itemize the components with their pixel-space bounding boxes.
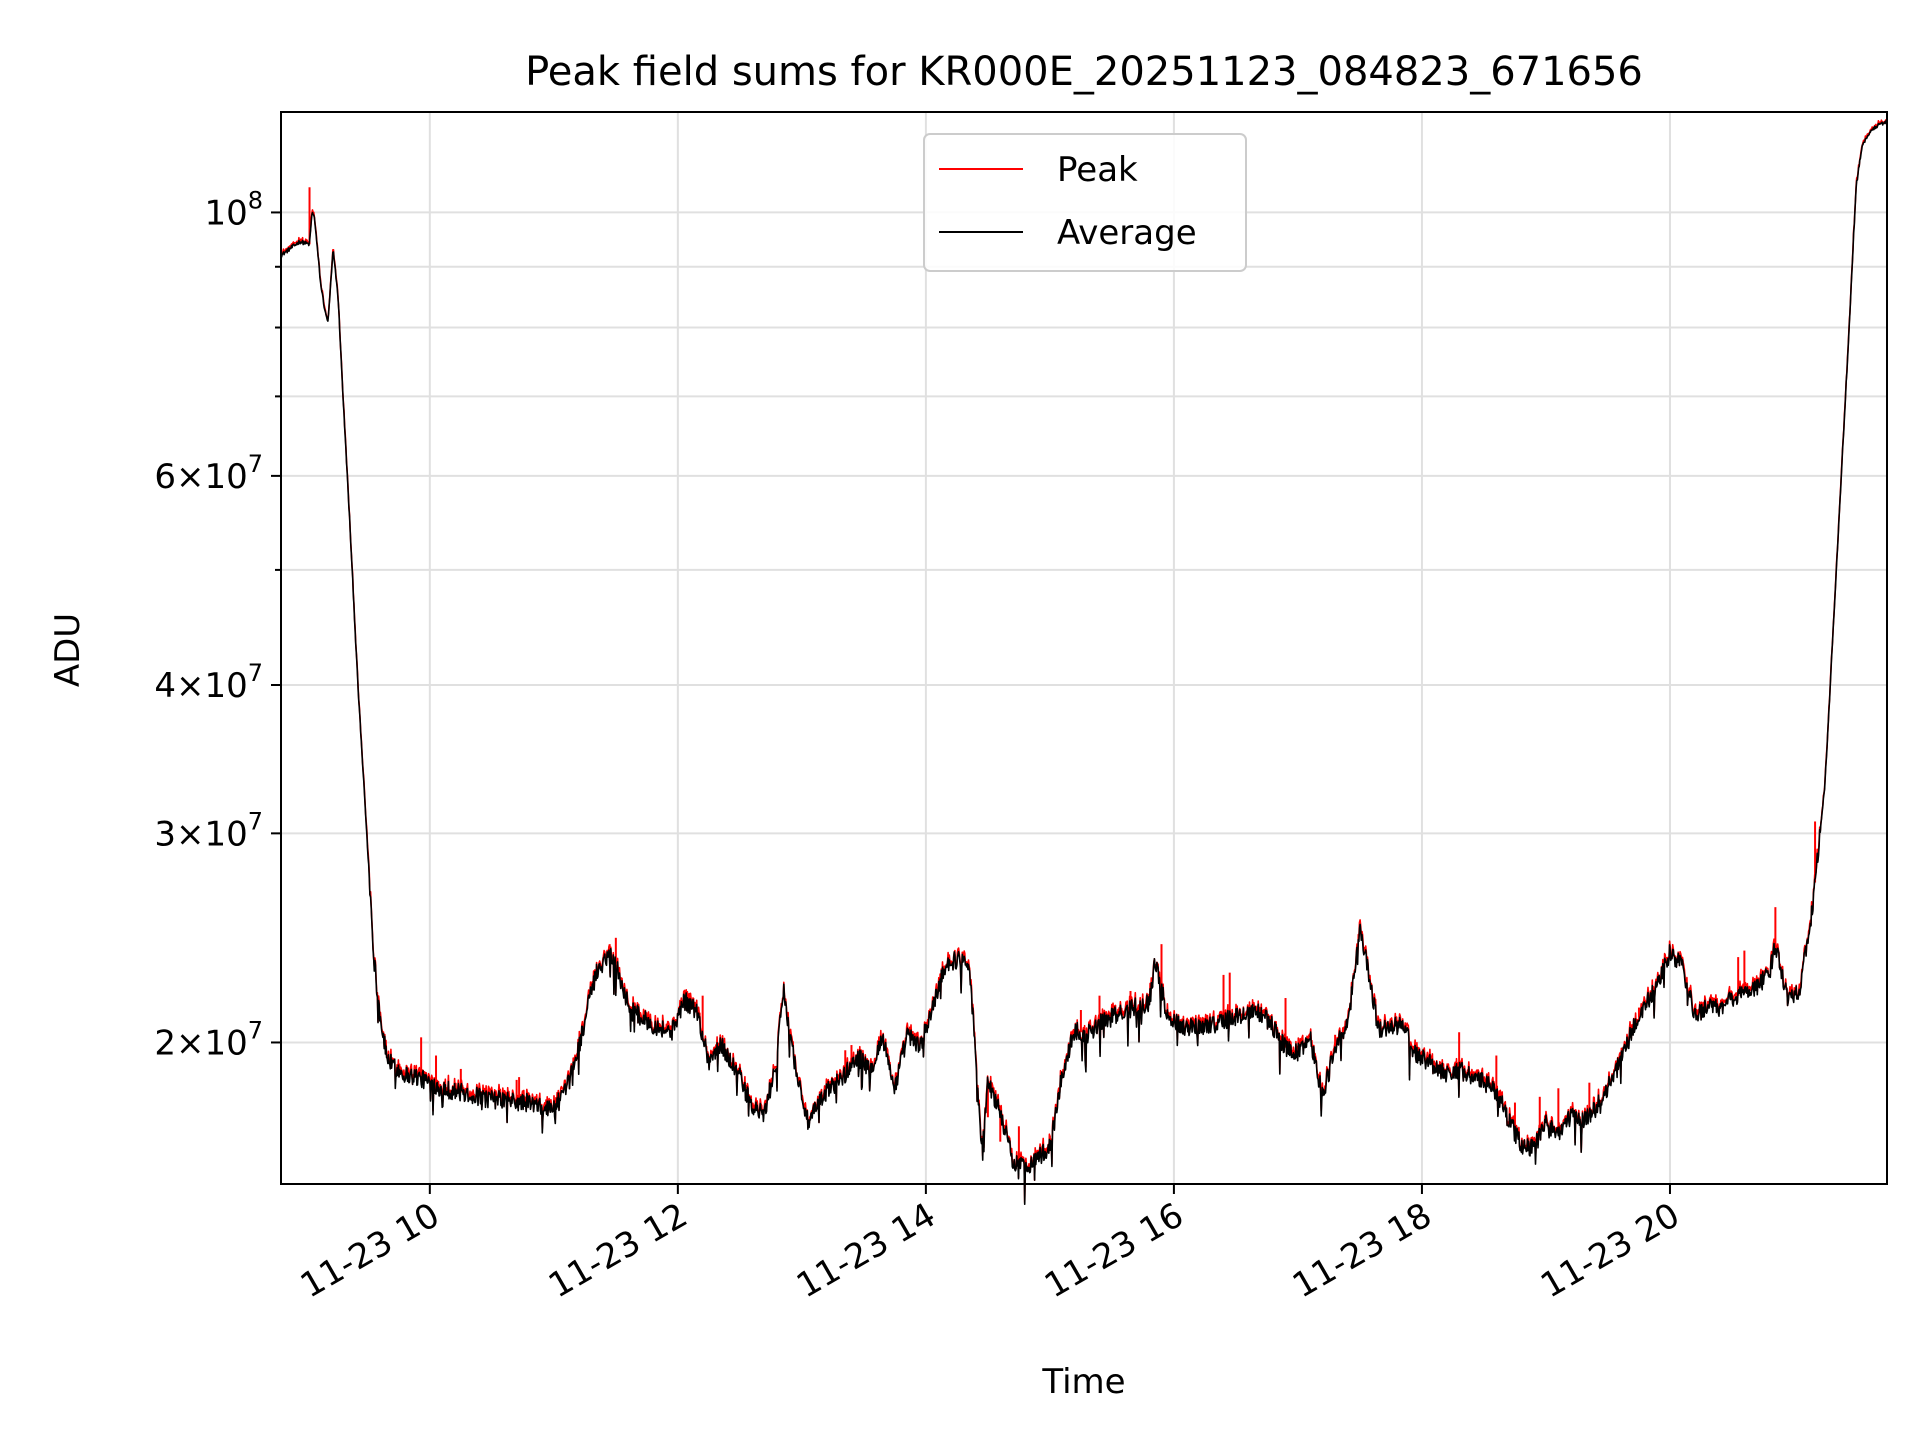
- series-group: [280, 119, 1888, 1205]
- y-tick-label: 3×107: [154, 807, 263, 854]
- legend-average-label: Average: [1057, 213, 1197, 253]
- plot-frame: [280, 111, 1888, 1185]
- y-tick-label: 108: [204, 186, 263, 233]
- grid-lines: [281, 112, 1887, 1184]
- average-series-line: [280, 120, 1888, 1205]
- y-tick-label: 4×107: [154, 659, 263, 706]
- chart-title: Peak field sums for KR000E_20251123_0848…: [525, 49, 1643, 95]
- y-axis-label: ADU: [48, 613, 88, 687]
- legend-peak-label: Peak: [1057, 150, 1138, 190]
- y-tick-label: 6×107: [154, 450, 263, 497]
- y-tick-label: 2×107: [154, 1016, 263, 1063]
- x-axis-label: Time: [1041, 1362, 1125, 1402]
- legend: Peak Average: [923, 133, 1247, 272]
